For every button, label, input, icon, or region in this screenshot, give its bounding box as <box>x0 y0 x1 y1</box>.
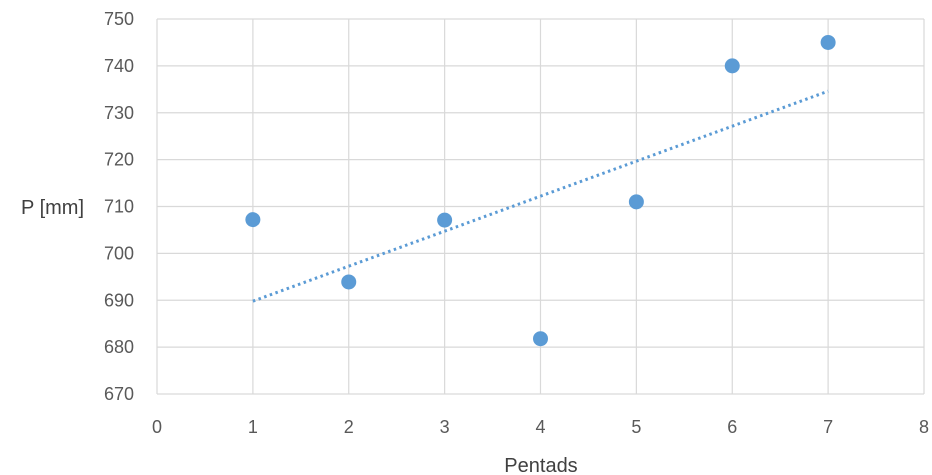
x-tick-label: 1 <box>248 417 258 437</box>
y-tick-label: 670 <box>104 384 134 404</box>
trendline-group <box>252 89 829 303</box>
y-tick-label: 680 <box>104 337 134 357</box>
x-tick-label: 8 <box>919 417 929 437</box>
data-point <box>820 34 836 50</box>
x-tick-label: 7 <box>823 417 833 437</box>
x-axis-title: Pentads <box>504 455 577 475</box>
y-tick-labels: 670 680 690 700 710 720 730 740 750 <box>104 9 134 404</box>
data-points <box>245 34 836 347</box>
x-tick-labels: 0 1 2 3 4 5 6 7 8 <box>152 417 929 437</box>
y-tick-label: 720 <box>104 150 134 170</box>
y-tick-label: 740 <box>104 56 134 76</box>
data-point <box>724 58 740 74</box>
x-tick-label: 6 <box>727 417 737 437</box>
y-tick-label: 700 <box>104 243 134 263</box>
y-tick-label: 710 <box>104 197 134 217</box>
data-point <box>533 331 548 347</box>
data-point <box>245 212 261 228</box>
x-tick-label: 4 <box>535 417 545 437</box>
x-tick-label: 0 <box>152 417 162 437</box>
x-tick-label: 3 <box>440 417 450 437</box>
x-tick-label: 5 <box>631 417 641 437</box>
data-point <box>628 194 644 210</box>
y-tick-label: 730 <box>104 103 134 123</box>
y-tick-label: 750 <box>104 9 134 29</box>
y-tick-label: 690 <box>104 290 134 310</box>
x-tick-label: 2 <box>344 417 354 437</box>
data-point <box>437 212 453 228</box>
trendline <box>252 89 829 303</box>
data-point <box>341 274 357 290</box>
y-axis-title: P [mm] <box>21 197 84 219</box>
